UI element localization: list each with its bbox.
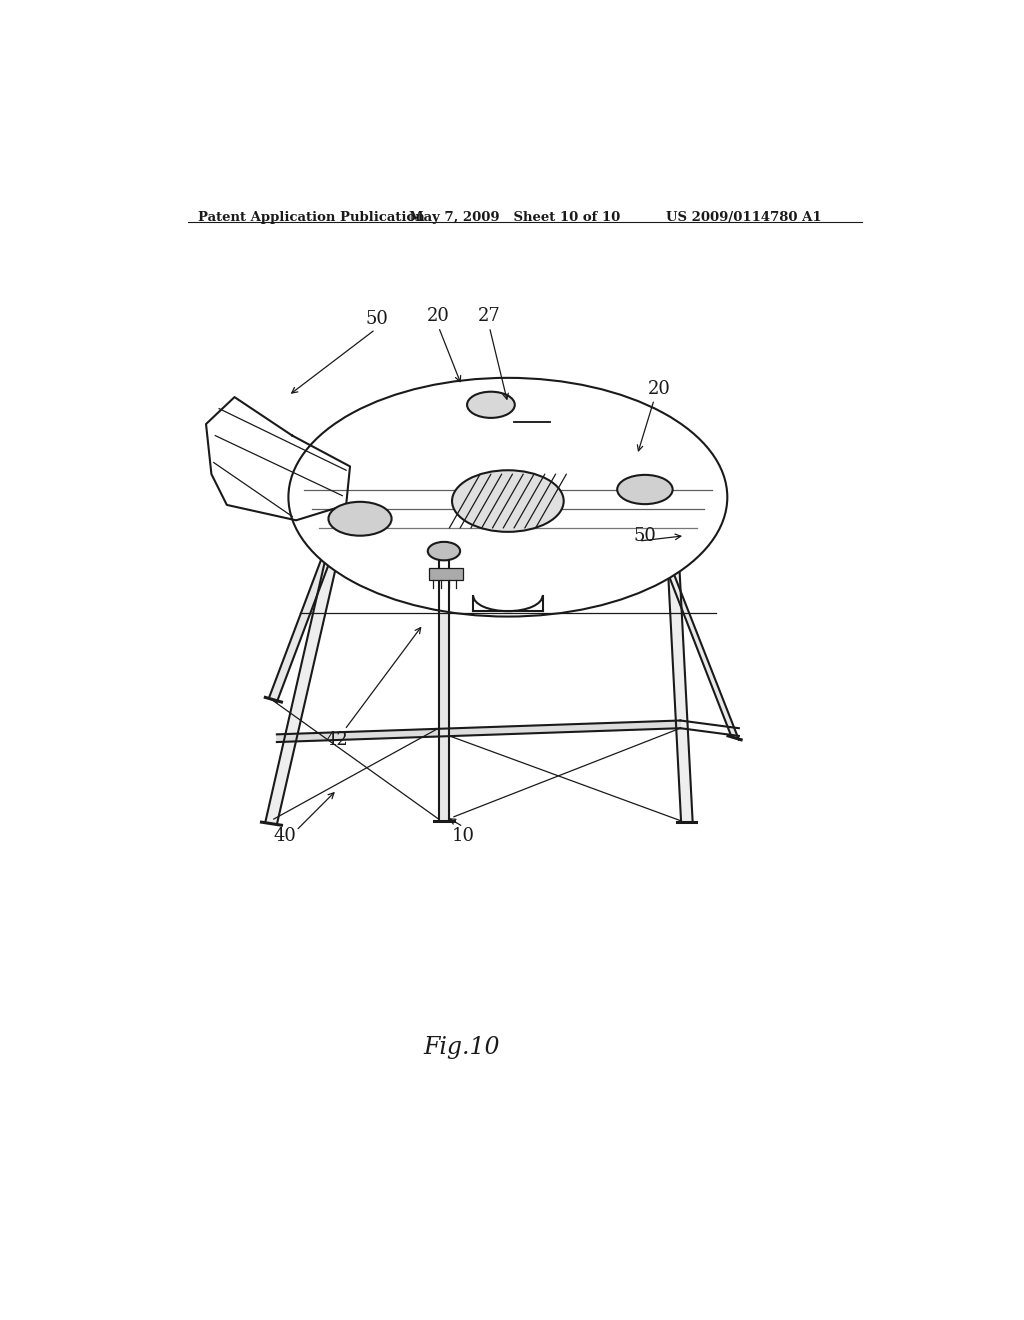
Text: 20: 20 [427, 308, 450, 325]
Polygon shape [269, 462, 367, 702]
Text: May 7, 2009   Sheet 10 of 10: May 7, 2009 Sheet 10 of 10 [410, 211, 621, 224]
Polygon shape [666, 527, 692, 822]
Text: 20: 20 [647, 380, 671, 399]
Text: 40: 40 [273, 828, 296, 845]
Ellipse shape [617, 475, 673, 504]
Polygon shape [265, 536, 342, 825]
Ellipse shape [329, 502, 391, 536]
Ellipse shape [467, 392, 515, 418]
Text: Fig.10: Fig.10 [423, 1036, 500, 1059]
Polygon shape [206, 397, 350, 520]
Text: 10: 10 [452, 828, 475, 845]
Polygon shape [276, 721, 680, 742]
Bar [429, 568, 463, 581]
Polygon shape [438, 552, 450, 821]
Text: Patent Application Publication: Patent Application Publication [199, 211, 425, 224]
Ellipse shape [289, 378, 727, 616]
Ellipse shape [428, 543, 460, 561]
Text: 50: 50 [366, 310, 388, 327]
Polygon shape [624, 459, 739, 739]
Text: 50: 50 [634, 527, 656, 545]
Text: 27: 27 [478, 308, 501, 325]
Text: 42: 42 [326, 731, 348, 748]
Ellipse shape [452, 470, 563, 532]
Text: US 2009/0114780 A1: US 2009/0114780 A1 [666, 211, 821, 224]
